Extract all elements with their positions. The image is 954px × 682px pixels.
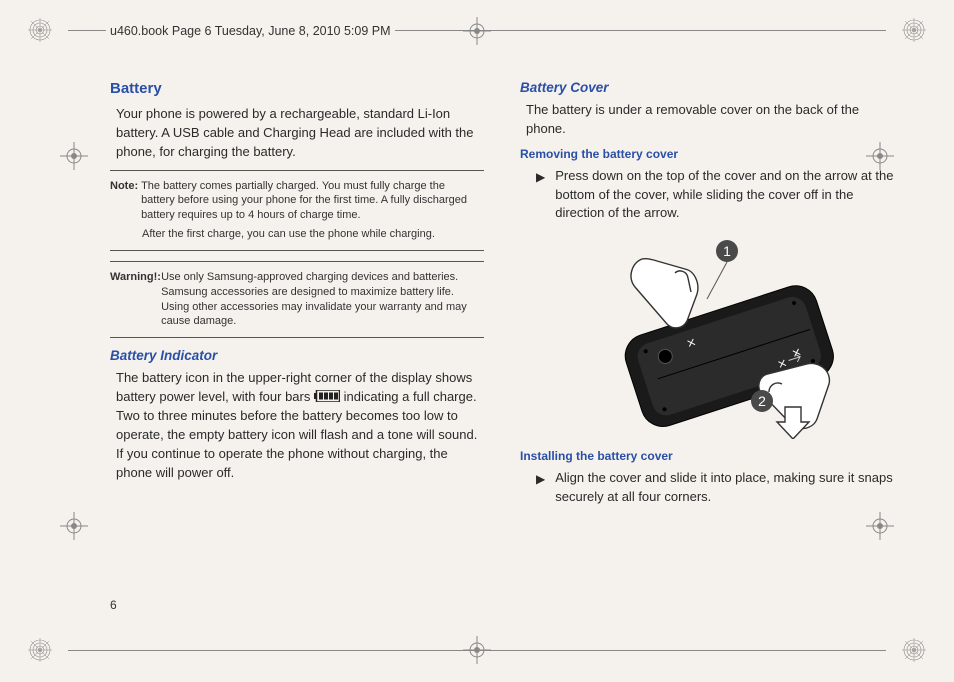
phone-illustration: 1 2: [557, 229, 857, 439]
divider: [110, 261, 484, 262]
callout-1: 1: [723, 243, 731, 259]
registration-mark: [60, 512, 88, 540]
step-install-text: Align the cover and slide it into place,…: [555, 469, 894, 507]
cover-intro: The battery is under a removable cover o…: [526, 101, 888, 139]
divider: [110, 170, 484, 171]
battery-intro: Your phone is powered by a rechargeable,…: [116, 105, 478, 162]
warning-label: Warning!:: [110, 270, 158, 285]
step-bullet-icon: ▶: [536, 169, 545, 224]
crop-mark-br: [902, 638, 926, 662]
battery-full-icon: [314, 389, 340, 401]
note-text: The battery comes partially charged. You…: [141, 179, 477, 224]
step-remove: ▶ Press down on the top of the cover and…: [536, 167, 894, 224]
note-label: Note:: [110, 179, 138, 194]
registration-mark: [463, 636, 491, 664]
heading-battery-indicator: Battery Indicator: [110, 348, 484, 363]
warning-block: Warning!: Use only Samsung-approved char…: [110, 268, 484, 331]
divider: [110, 250, 484, 251]
right-column: Battery Cover The battery is under a rem…: [520, 80, 894, 612]
step-install: ▶ Align the cover and slide it into plac…: [536, 469, 894, 507]
warning-text: Use only Samsung-approved charging devic…: [161, 270, 477, 329]
registration-mark: [463, 17, 491, 45]
divider: [110, 337, 484, 338]
callout-2: 2: [758, 393, 766, 409]
running-header: u460.book Page 6 Tuesday, June 8, 2010 5…: [106, 24, 395, 38]
page-number: 6: [110, 598, 117, 612]
heading-installing-cover: Installing the battery cover: [520, 449, 894, 463]
heading-removing-cover: Removing the battery cover: [520, 147, 894, 161]
registration-mark: [60, 142, 88, 170]
crop-mark-bl: [28, 638, 52, 662]
step-remove-text: Press down on the top of the cover and o…: [555, 167, 894, 224]
step-bullet-icon: ▶: [536, 471, 545, 507]
heading-battery: Battery: [110, 80, 484, 97]
indicator-paragraph: The battery icon in the upper-right corn…: [116, 369, 478, 482]
note-text-2: After the first charge, you can use the …: [110, 225, 484, 244]
crop-mark-tr: [902, 18, 926, 42]
page-content: Battery Your phone is powered by a recha…: [110, 80, 894, 612]
heading-battery-cover: Battery Cover: [520, 80, 894, 95]
note-block: Note: The battery comes partially charge…: [110, 177, 484, 226]
left-column: Battery Your phone is powered by a recha…: [110, 80, 484, 612]
crop-mark-tl: [28, 18, 52, 42]
